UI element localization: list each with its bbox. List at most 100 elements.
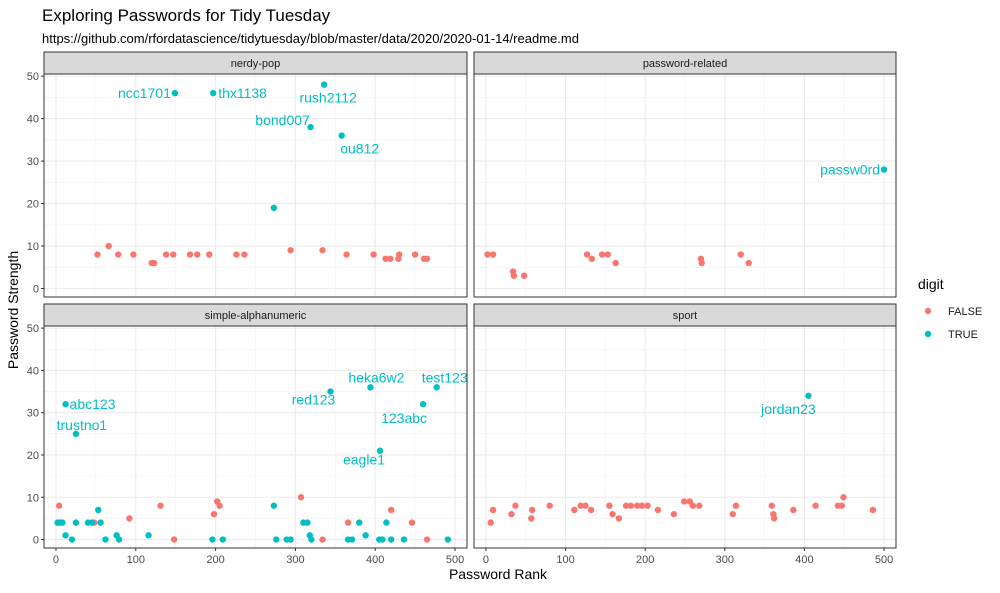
legend-title: digit [918,276,944,292]
data-point-false [387,506,395,514]
data-point-false [344,519,352,526]
data-point-true [805,392,812,399]
data-point-false [508,510,515,518]
point-label-ncc1701: ncc1701 [118,85,171,101]
data-point-false [343,251,350,258]
legend-entries: FALSE TRUE [918,301,982,344]
data-point-true [219,536,226,543]
data-point-true [171,89,179,97]
panel-nerdy-pop: nerdy-pop ncc1701 thx1138 rush2112 bond007 ou… [27,51,468,298]
data-point-false [241,251,248,258]
data-point-false [812,502,819,509]
data-point-false [216,502,223,509]
x-tick-label: 200 [206,554,224,566]
data-point-false [528,515,535,522]
y-tick-label: 50 [27,71,39,83]
y-tick-label: 30 [27,408,39,420]
data-point-false [487,519,494,526]
data-point-false [94,251,101,258]
panel-simple-alphanumeric: simple-alphanumeric abc123 trustno1 red123 h… [27,303,468,566]
legend: digit FALSE TRUE [918,276,982,344]
data-point-false [510,272,518,279]
point-label-eagle1: eagle1 [343,452,385,468]
data-point-true [209,536,216,543]
data-point-false [484,251,491,258]
data-point-true [307,123,314,131]
data-point-true [444,536,452,543]
x-tick-label: 0 [483,554,489,566]
data-point-false [622,502,630,509]
point-label-thx1138: thx1138 [218,85,267,101]
data-point-true [97,519,104,526]
data-point-true [88,519,96,526]
data-point-true [387,536,395,543]
x-tick-label: 0 [53,554,59,566]
data-point-false [157,502,164,509]
data-point-true [320,81,328,88]
x-tick-label: 100 [127,554,145,566]
y-tick-label: 40 [27,114,39,126]
data-point-true [376,447,384,454]
data-point-false [520,272,528,279]
data-point-true [145,532,152,539]
panel-strip-label: password-related [643,58,727,70]
panel-strip-label: simple-alphanumeric [205,310,307,322]
y-tick-label: 10 [27,492,39,504]
data-point-false [698,259,705,267]
data-point-false [790,506,797,514]
chart-subtitle: https://github.com/rfordatascience/tidyt… [42,31,579,46]
data-point-false [838,502,846,509]
data-point-false [512,502,519,509]
data-point-false [382,255,389,262]
data-point-false [604,251,611,258]
data-point-true [270,204,278,211]
data-point-false [571,506,578,514]
data-point-false [186,251,194,258]
data-point-true [210,89,217,97]
legend-entry-true: TRUE [918,324,978,344]
data-point-false [869,506,877,514]
data-point-false [489,251,497,258]
data-point-false [206,251,213,258]
data-point-false [210,510,218,518]
data-point-true [68,536,76,543]
y-tick-label: 20 [27,199,39,211]
data-point-false [588,255,596,262]
panel-password-related: password-related passw0rd [473,51,897,298]
data-point-false [162,251,170,258]
data-point-false [770,515,778,522]
data-point-false [126,515,133,522]
data-point-false [150,259,158,267]
data-point-false [577,502,584,509]
point-label-abc123: abc123 [70,396,116,412]
data-point-false [840,494,847,501]
data-point-false [689,502,697,509]
data-point-false [729,510,736,518]
data-point-true [102,536,109,543]
y-tick-label: 20 [27,450,39,462]
data-point-false [737,251,744,258]
panel-border [43,325,468,549]
data-point-true [59,519,66,526]
data-point-false [615,515,623,522]
data-point-true [356,519,363,526]
data-point-false [489,506,497,514]
data-point-false [395,251,403,258]
data-point-false [546,502,553,509]
panel-strip-label: sport [673,310,697,322]
data-point-true [273,536,280,543]
data-point-false [654,506,662,514]
data-point-true [287,536,294,543]
data-point-false [696,502,703,509]
panel-strip-label: nerdy-pop [231,58,281,70]
data-point-true [72,519,80,526]
data-point-true [348,536,356,543]
data-point-false [627,502,635,509]
y-axis-title: Password Strength [5,251,21,369]
data-point-false [287,247,294,254]
data-point-false [55,502,63,509]
point-label-123abc: 123abc [381,410,427,426]
data-point-false [745,259,752,267]
